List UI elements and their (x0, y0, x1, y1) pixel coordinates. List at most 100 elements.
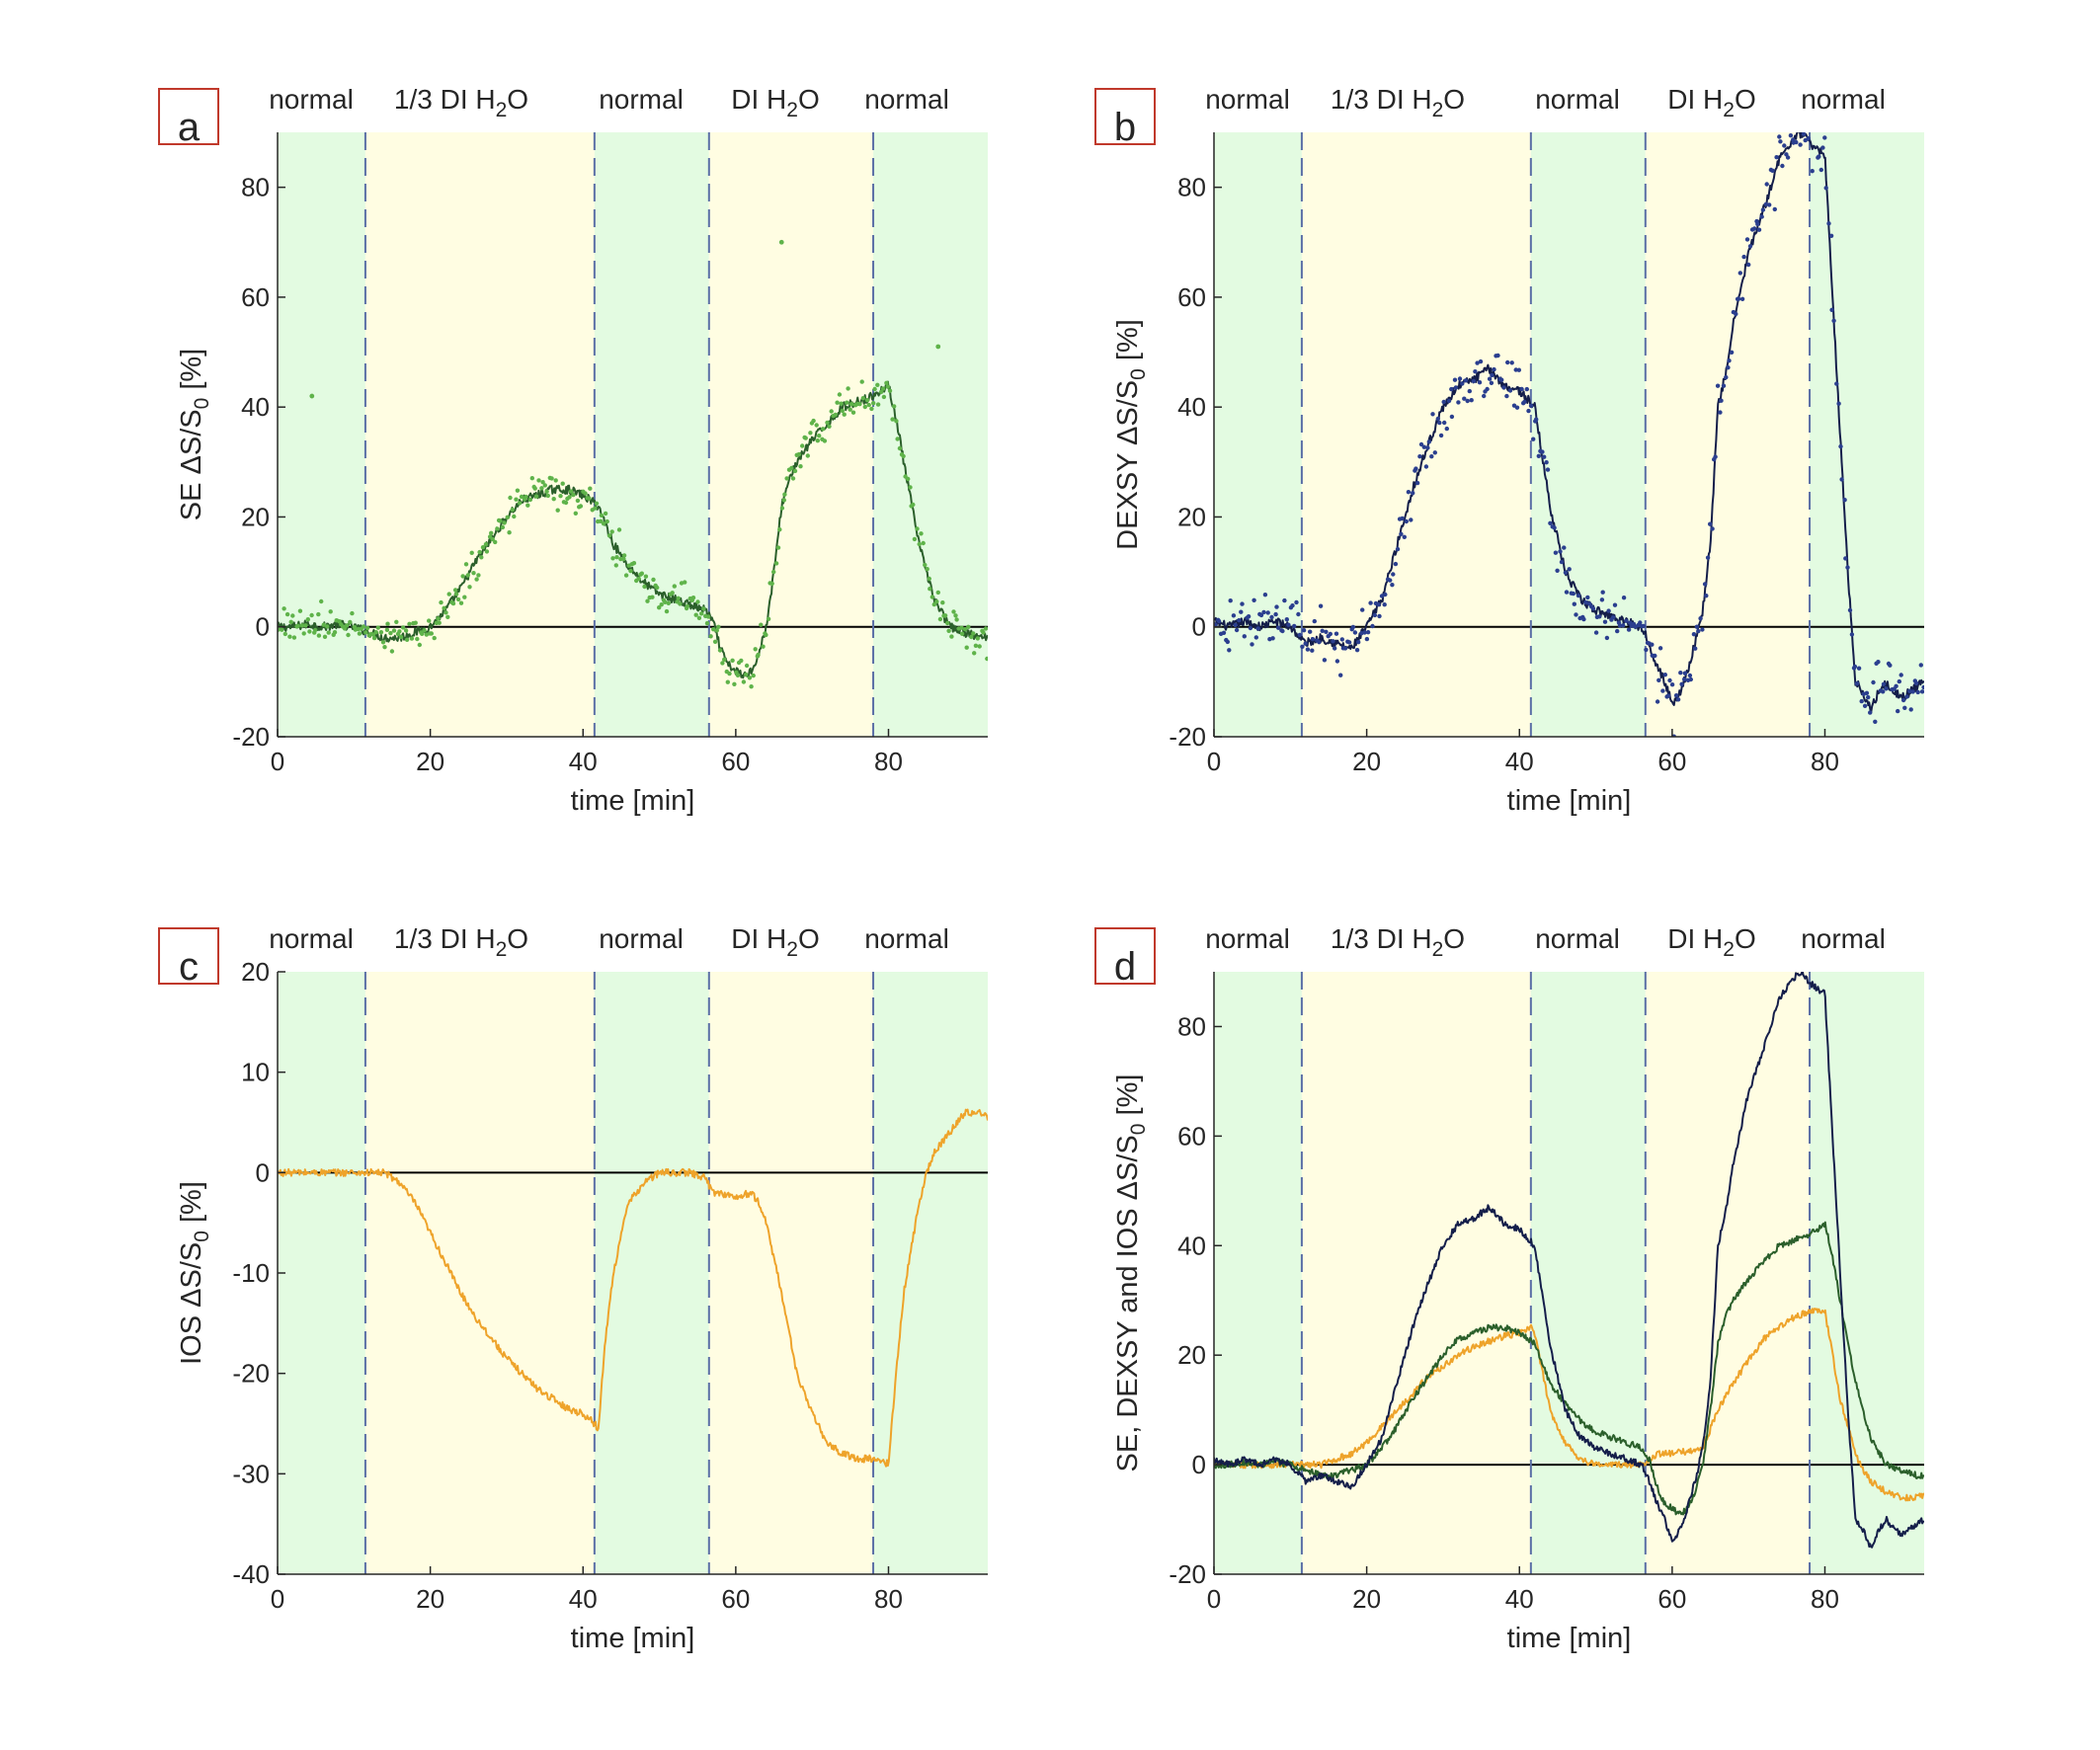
data-point (1333, 646, 1337, 651)
data-point (1788, 133, 1794, 138)
data-point (384, 627, 390, 632)
data-point (1456, 400, 1461, 405)
data-point (525, 503, 530, 508)
data-point (975, 636, 980, 641)
data-point (1284, 617, 1290, 622)
data-point (437, 620, 442, 625)
data-point (325, 624, 330, 629)
data-point (1696, 628, 1701, 634)
y-tick-label: 80 (1177, 173, 1206, 202)
data-point (1409, 517, 1413, 522)
data-point (1572, 601, 1577, 606)
data-point (872, 386, 877, 392)
data-point (463, 562, 469, 567)
plot-area (1214, 972, 1924, 1549)
data-point (474, 577, 479, 582)
data-point (560, 481, 565, 486)
data-point (1772, 206, 1778, 212)
data-point (764, 632, 768, 638)
data-point (1441, 399, 1446, 405)
phase-label-2: normal (1535, 923, 1620, 954)
data-point (1737, 271, 1743, 276)
data-point (508, 495, 513, 501)
data-point (544, 489, 549, 494)
data-point (1774, 155, 1779, 160)
data-point (1449, 386, 1454, 392)
data-point (1252, 597, 1256, 602)
data-point (483, 542, 489, 547)
data-point (1847, 607, 1853, 613)
y-axis-label-unit: [%] (1112, 319, 1144, 368)
phase-band-1 (1301, 972, 1531, 1574)
data-point (708, 634, 713, 639)
data-point (1499, 377, 1504, 382)
phase-label-text: DI H (1667, 923, 1723, 954)
phase-label-text: normal (1205, 923, 1290, 954)
data-point (683, 580, 687, 585)
data-point (678, 601, 683, 606)
data-point (798, 464, 803, 469)
series-line-ios (278, 1108, 988, 1468)
data-point (1485, 386, 1490, 392)
y-axis-label-main: IOS ΔS/S (176, 1242, 207, 1365)
data-point (711, 627, 716, 632)
data-point (1673, 693, 1679, 698)
data-point (895, 437, 900, 441)
data-point (594, 501, 600, 506)
data-point (1656, 677, 1661, 682)
data-point (1843, 556, 1848, 561)
data-point (696, 615, 702, 620)
data-point (1352, 630, 1358, 635)
x-tick-label: 80 (874, 747, 903, 776)
data-point (361, 624, 366, 629)
y-tick-label: 60 (241, 282, 270, 312)
outlier-point (935, 344, 941, 350)
data-point (1729, 350, 1735, 355)
data-point (800, 443, 805, 448)
data-point (1477, 380, 1483, 385)
data-point (424, 632, 429, 637)
data-point (732, 681, 737, 686)
phase-label-text: normal (599, 84, 684, 115)
data-point (1575, 593, 1581, 598)
data-point (575, 498, 581, 504)
data-point (923, 562, 928, 568)
x-axis-label: time [min] (571, 785, 695, 817)
phase-label-subscript: 2 (496, 99, 508, 121)
data-point (790, 476, 796, 481)
phase-label-text: normal (1535, 84, 1620, 115)
data-point (940, 600, 945, 605)
data-point (842, 412, 847, 417)
data-point (631, 561, 637, 566)
data-point (739, 658, 744, 664)
data-point (1876, 660, 1881, 665)
data-point (1438, 433, 1444, 438)
x-tick-label: 60 (1657, 1584, 1686, 1614)
data-point (1641, 623, 1647, 629)
data-point (1402, 534, 1408, 539)
data-point (1507, 388, 1513, 393)
data-point (821, 427, 826, 432)
data-point (1808, 127, 1812, 131)
data-point (583, 491, 588, 496)
data-point (1687, 673, 1693, 678)
data-point (859, 379, 864, 384)
data-point (1393, 561, 1399, 567)
data-point (1231, 613, 1237, 618)
data-point (1404, 518, 1410, 524)
data-point (1292, 623, 1297, 629)
phase-label-0: normal (269, 84, 354, 115)
data-point (928, 587, 932, 592)
data-point (1376, 602, 1381, 607)
data-point (1214, 622, 1218, 627)
data-point (1724, 374, 1729, 380)
data-point (1282, 597, 1287, 603)
x-tick-label: 60 (721, 747, 750, 776)
data-point (1600, 590, 1605, 595)
data-point (1310, 648, 1315, 653)
data-point (1638, 620, 1643, 625)
phase-label-text: 1/3 DI H (394, 84, 496, 115)
data-point (972, 651, 977, 656)
data-point (789, 465, 794, 471)
data-point (1747, 244, 1753, 249)
